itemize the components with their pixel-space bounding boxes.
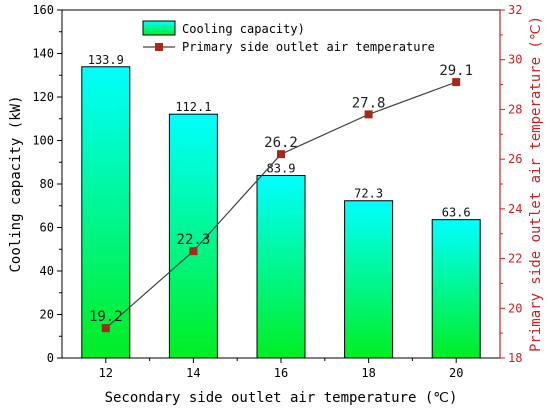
bar-value-label-20: 63.6 (442, 206, 471, 220)
right-tick-label-30: 30 (508, 53, 522, 67)
left-axis-title: Cooling capacity (kW) (8, 95, 24, 272)
legend-label-line: Primary side outlet air temperature (182, 40, 435, 54)
line-series (101, 78, 461, 333)
bar-20 (431, 219, 481, 359)
temperature-marker-16 (277, 150, 285, 159)
left-tick-label-100: 100 (32, 134, 54, 148)
x-tick-label-20: 20 (449, 366, 463, 380)
x-axis-title: Secondary side outlet air temperature (℃… (105, 390, 458, 406)
temperature-marker-18 (364, 110, 373, 119)
left-axis: 0 20 40 60 80 100 120 140 160 (32, 3, 62, 365)
bar-value-label-18: 72.3 (354, 187, 383, 201)
bar-14 (168, 113, 218, 359)
bar-12 (81, 66, 131, 359)
bar-18 (344, 200, 394, 359)
left-tick-label-120: 120 (32, 90, 54, 104)
right-axis-title: Primary side outlet air temperature (℃) (528, 16, 544, 352)
bar-16 (256, 175, 306, 359)
temperature-value-label-16: 26.2 (264, 135, 298, 151)
left-tick-label-40: 40 (40, 264, 54, 278)
x-tick-label-16: 16 (274, 366, 288, 380)
x-tick-label-12: 12 (99, 366, 113, 380)
temperature-value-labels: 19.2 22.3 26.2 27.8 29.1 (89, 63, 473, 325)
bottom-axis: 12 14 16 18 20 (99, 358, 463, 380)
right-tick-label-22: 22 (508, 252, 522, 266)
bar-value-label-12: 133.9 (88, 53, 124, 67)
left-tick-label-0: 0 (47, 351, 54, 365)
bar-series (81, 66, 481, 359)
left-tick-label-20: 20 (40, 308, 54, 322)
temperature-marker-14 (189, 247, 198, 256)
left-tick-label-60: 60 (40, 221, 54, 235)
temperature-value-label-12: 19.2 (89, 309, 123, 325)
right-tick-label-18: 18 (508, 351, 522, 365)
temperature-marker-20 (452, 78, 461, 87)
temperature-value-label-20: 29.1 (439, 63, 473, 79)
legend: Cooling capacity) Primary side outlet ai… (142, 20, 435, 54)
right-tick-label-24: 24 (508, 202, 522, 216)
right-tick-label-20: 20 (508, 301, 522, 315)
temperature-value-label-18: 27.8 (352, 95, 386, 111)
right-axis: 18 20 22 24 26 28 30 32 (499, 3, 522, 365)
x-tick-label-14: 14 (186, 366, 200, 380)
legend-swatch-bars (142, 20, 176, 36)
x-tick-label-18: 18 (361, 366, 375, 380)
temperature-marker-12 (101, 324, 110, 333)
left-tick-label-140: 140 (32, 47, 54, 61)
right-tick-label-28: 28 (508, 102, 522, 116)
bar-value-label-16: 83.9 (267, 162, 296, 176)
legend-swatch-marker (155, 43, 163, 51)
temperature-value-label-14: 22.3 (177, 232, 211, 248)
right-tick-label-26: 26 (508, 152, 522, 166)
legend-label-bars: Cooling capacity) (182, 22, 305, 36)
right-tick-label-32: 32 (508, 3, 522, 17)
left-tick-label-80: 80 (40, 177, 54, 191)
bar-value-label-14: 112.1 (175, 100, 211, 114)
bar-value-labels: 133.9 112.1 83.9 72.3 63.6 (88, 53, 471, 220)
left-tick-label-160: 160 (32, 3, 54, 17)
